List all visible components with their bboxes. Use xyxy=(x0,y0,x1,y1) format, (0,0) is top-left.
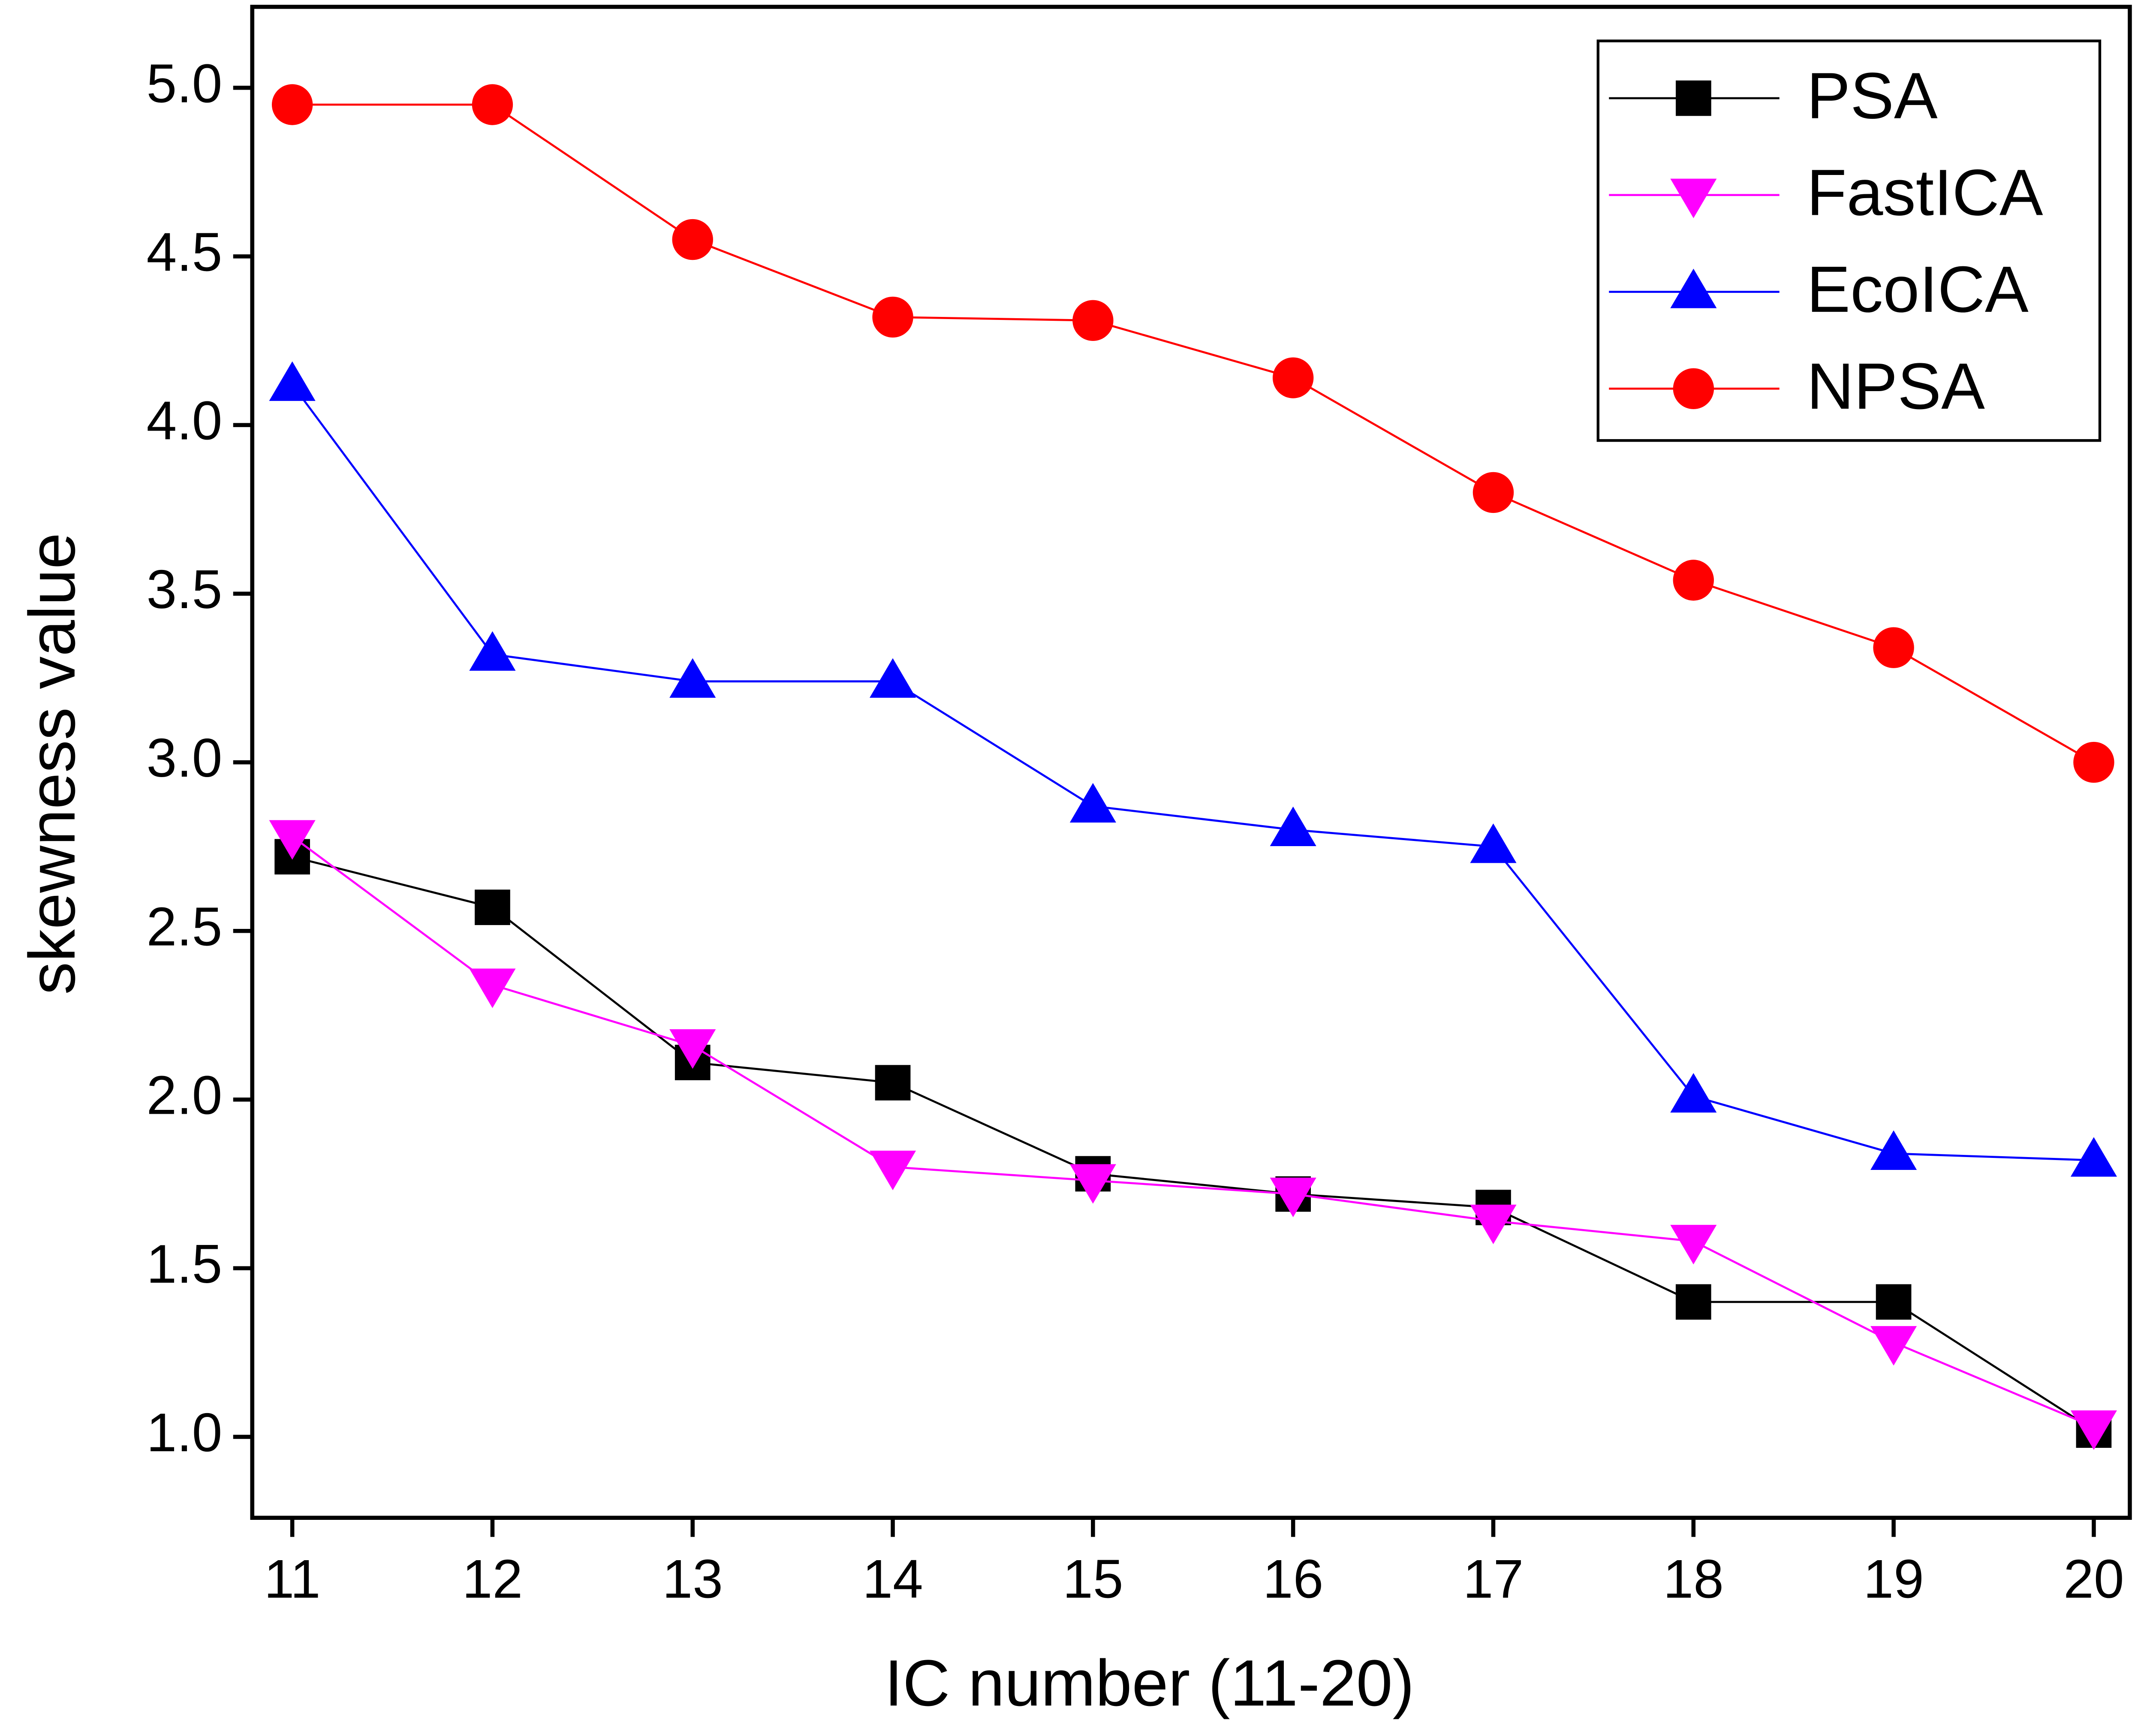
marker xyxy=(1675,1284,1711,1320)
marker xyxy=(872,296,913,338)
marker xyxy=(1270,1178,1316,1218)
y-tick-label: 5.0 xyxy=(147,53,223,114)
marker xyxy=(1270,806,1316,847)
legend-label: NPSA xyxy=(1807,350,1985,423)
x-axis-title: IC number (11-20) xyxy=(885,1647,1415,1720)
legend-marker xyxy=(1673,368,1714,409)
marker xyxy=(669,1029,716,1069)
marker xyxy=(475,889,510,925)
y-tick-label: 3.0 xyxy=(147,727,223,788)
marker xyxy=(269,361,316,401)
y-axis-title: skewness value xyxy=(16,533,89,995)
marker xyxy=(1673,560,1714,601)
y-tick-label: 1.5 xyxy=(147,1233,223,1294)
marker xyxy=(1873,627,1914,668)
marker xyxy=(669,658,716,698)
marker xyxy=(2070,1137,2117,1177)
marker xyxy=(1473,472,1514,513)
marker xyxy=(1670,1225,1717,1265)
marker xyxy=(672,219,713,260)
x-tick-label: 16 xyxy=(1263,1548,1323,1609)
marker xyxy=(269,820,316,860)
series-line xyxy=(291,384,2094,1161)
x-tick-label: 17 xyxy=(1463,1548,1524,1609)
marker xyxy=(1470,823,1517,863)
x-tick-label: 18 xyxy=(1663,1548,1724,1609)
x-tick-label: 20 xyxy=(2063,1548,2124,1609)
series-line xyxy=(292,835,2094,1428)
legend-label: FastICA xyxy=(1807,156,2043,229)
x-tick-label: 11 xyxy=(264,1548,321,1609)
series-line xyxy=(292,103,2095,763)
marker xyxy=(1870,1130,1917,1170)
y-tick-label: 4.0 xyxy=(147,390,223,451)
y-tick-label: 2.0 xyxy=(147,1065,223,1126)
series-line xyxy=(292,856,2095,1431)
marker xyxy=(1470,1204,1517,1245)
legend-label: EcoICA xyxy=(1807,253,2029,326)
x-tick-label: 19 xyxy=(1863,1548,1924,1609)
marker xyxy=(1272,357,1314,398)
marker xyxy=(469,631,516,671)
legend-marker xyxy=(1670,268,1717,308)
marker xyxy=(1876,1284,1912,1320)
marker xyxy=(1069,1164,1116,1204)
y-tick-label: 1.0 xyxy=(147,1402,223,1463)
marker xyxy=(875,1065,911,1101)
legend-marker xyxy=(1670,178,1717,218)
marker xyxy=(869,1151,916,1190)
marker xyxy=(869,658,916,698)
legend-label: PSA xyxy=(1807,60,1938,133)
marker xyxy=(1069,783,1116,823)
x-tick-label: 15 xyxy=(1063,1548,1123,1609)
marker xyxy=(2070,1410,2117,1450)
marker xyxy=(469,968,516,1008)
x-tick-label: 13 xyxy=(662,1548,723,1609)
y-tick-label: 3.5 xyxy=(147,559,223,620)
marker xyxy=(472,84,513,125)
x-tick-label: 14 xyxy=(862,1548,923,1609)
marker xyxy=(271,84,313,125)
marker xyxy=(1670,1073,1717,1113)
marker xyxy=(2073,741,2114,783)
marker xyxy=(1870,1326,1917,1366)
y-tick-label: 4.5 xyxy=(147,221,223,282)
y-tick-label: 2.5 xyxy=(147,896,223,957)
marker xyxy=(1072,300,1114,341)
x-tick-label: 12 xyxy=(462,1548,523,1609)
legend-marker xyxy=(1676,80,1711,116)
